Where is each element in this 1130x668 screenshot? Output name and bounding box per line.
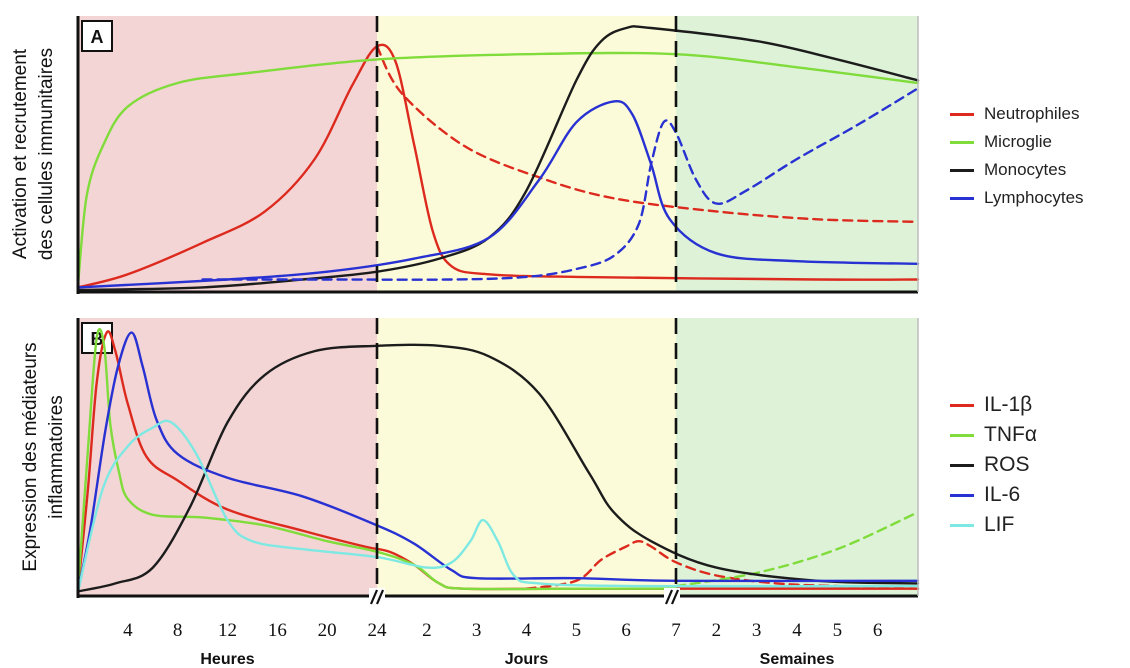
- x-segment-title-jours: Jours: [505, 651, 549, 668]
- panel-b-legend-item-lif: LIF: [950, 510, 1037, 540]
- panel-a-label-box: [81, 20, 113, 52]
- panel-b-legend-item-il-6: IL-6: [950, 480, 1037, 510]
- x-tick-label-jours-3: 3: [472, 620, 482, 641]
- x-tick-label-semaines-2: 2: [712, 620, 722, 641]
- x-segment-title-semaines: Semaines: [760, 651, 835, 668]
- x-tick-label-semaines-4: 4: [792, 620, 802, 641]
- panel-a-label: A: [91, 27, 104, 47]
- panel-b-legend-swatch: [950, 403, 974, 407]
- panel-a-series-lymphocytes-dashed: [201, 87, 920, 281]
- x-ticks: 4 8 12 16 20 24 Heures 2 3 4 5 6 7 Jours 2 3 4 5 6 Semaines: [123, 620, 882, 668]
- x-tick-label-semaines-3: 3: [752, 620, 762, 641]
- panel-a-series-neutrophiles-solid: [76, 43, 920, 289]
- panel-a-legend-item-lymphocytes: Lymphocytes: [950, 184, 1084, 212]
- panel-b-legend-swatch: [950, 493, 974, 497]
- panel-a-series-monocytes-solid: [76, 25, 920, 292]
- panel-b-legend-label: LIF: [984, 513, 1015, 536]
- panel-b-series-ros-solid: [76, 343, 920, 593]
- panel-a-legend-item-microglie: Microglie: [950, 128, 1084, 156]
- panel-b-legend-label: TNFα: [984, 423, 1037, 446]
- x-tick-label-semaines-5: 5: [833, 620, 843, 641]
- legend-panel-b: IL-1β TNFα ROS IL-6 LIF: [950, 390, 1037, 540]
- panel-a-legend-swatch: [950, 112, 974, 116]
- panel-a-legend-label: Lymphocytes: [984, 188, 1084, 207]
- panel-b-legend-item-il-1: IL-1β: [950, 390, 1037, 420]
- panel-a-band-heures: [78, 16, 377, 292]
- panel-b-band-heures: [78, 318, 377, 596]
- axis-break-2: [664, 588, 680, 606]
- x-tick-label-heures-16: 16: [268, 620, 287, 641]
- x-tick-label-jours-6: 6: [621, 620, 631, 641]
- x-tick-label-heures-20: 20: [318, 620, 337, 641]
- x-tick-label-jours-7: 7: [671, 620, 681, 641]
- panel-b-series-il-1-dashed: [525, 540, 920, 590]
- panel-a-series-microglie-solid: [76, 51, 920, 286]
- x-tick-label-semaines-6: 6: [873, 620, 883, 641]
- x-segment-title-heures: Heures: [200, 651, 254, 668]
- panel-a-legend-item-monocytes: Monocytes: [950, 156, 1084, 184]
- panel-b-series-il-6-solid: [76, 331, 920, 593]
- panel-a-legend-swatch: [950, 168, 974, 172]
- panel-b-legend-swatch: [950, 463, 974, 467]
- panel-a-series-neutrophiles-dashed: [375, 45, 920, 224]
- panel-b-legend-label: IL-1β: [984, 393, 1033, 416]
- x-tick-label-heures-12: 12: [218, 620, 237, 641]
- panel-a-legend-label: Neutrophiles: [984, 104, 1080, 123]
- panel-b-y-title: Expression des médiateurs inflammatoires: [20, 342, 67, 571]
- panel-b-legend-item-ros: ROS: [950, 450, 1037, 480]
- panel-a-series-lymphocytes-solid: [76, 99, 920, 289]
- x-tick-label-heures-4: 4: [123, 620, 133, 641]
- panel-a-y-title: Activation et recrutement des cellules im…: [10, 48, 57, 260]
- x-tick-label-heures-24: 24: [368, 620, 388, 641]
- panel-b-legend-label: ROS: [984, 453, 1030, 476]
- panel-b-legend-swatch: [950, 433, 974, 437]
- panel-b-legend-swatch: [950, 523, 974, 527]
- x-tick-label-heures-8: 8: [173, 620, 183, 641]
- x-tick-label-jours-5: 5: [572, 620, 582, 641]
- x-tick-label-jours-4: 4: [522, 620, 532, 641]
- x-tick-label-jours-2: 2: [422, 620, 432, 641]
- panel-a-band-semaines: [676, 16, 918, 292]
- panel-a-legend-label: Microglie: [984, 132, 1053, 151]
- panel-b-series-tnf-solid: [76, 327, 678, 591]
- axis-break-1: [369, 588, 385, 606]
- panel-a-legend-swatch: [950, 196, 974, 200]
- panel-b-band-semaines: [676, 318, 918, 596]
- panel-b-legend-label: IL-6: [984, 483, 1021, 506]
- panel-b-legend-item-tnf: TNFα: [950, 420, 1037, 450]
- panel-b-band-jours: [377, 318, 676, 596]
- panel-a-legend-swatch: [950, 140, 974, 144]
- panel-a-legend-item-neutrophiles: Neutrophiles: [950, 100, 1084, 128]
- legend-panel-a: Neutrophiles Microglie Monocytes Lymphocyte…: [950, 100, 1084, 212]
- panel-a-band-jours: [377, 16, 676, 292]
- panel-a-legend-label: Monocytes: [984, 160, 1067, 179]
- panel-b-series-lif-solid: [76, 419, 920, 593]
- panel-a: A Activation et recrutement des cellules i…: [10, 16, 920, 294]
